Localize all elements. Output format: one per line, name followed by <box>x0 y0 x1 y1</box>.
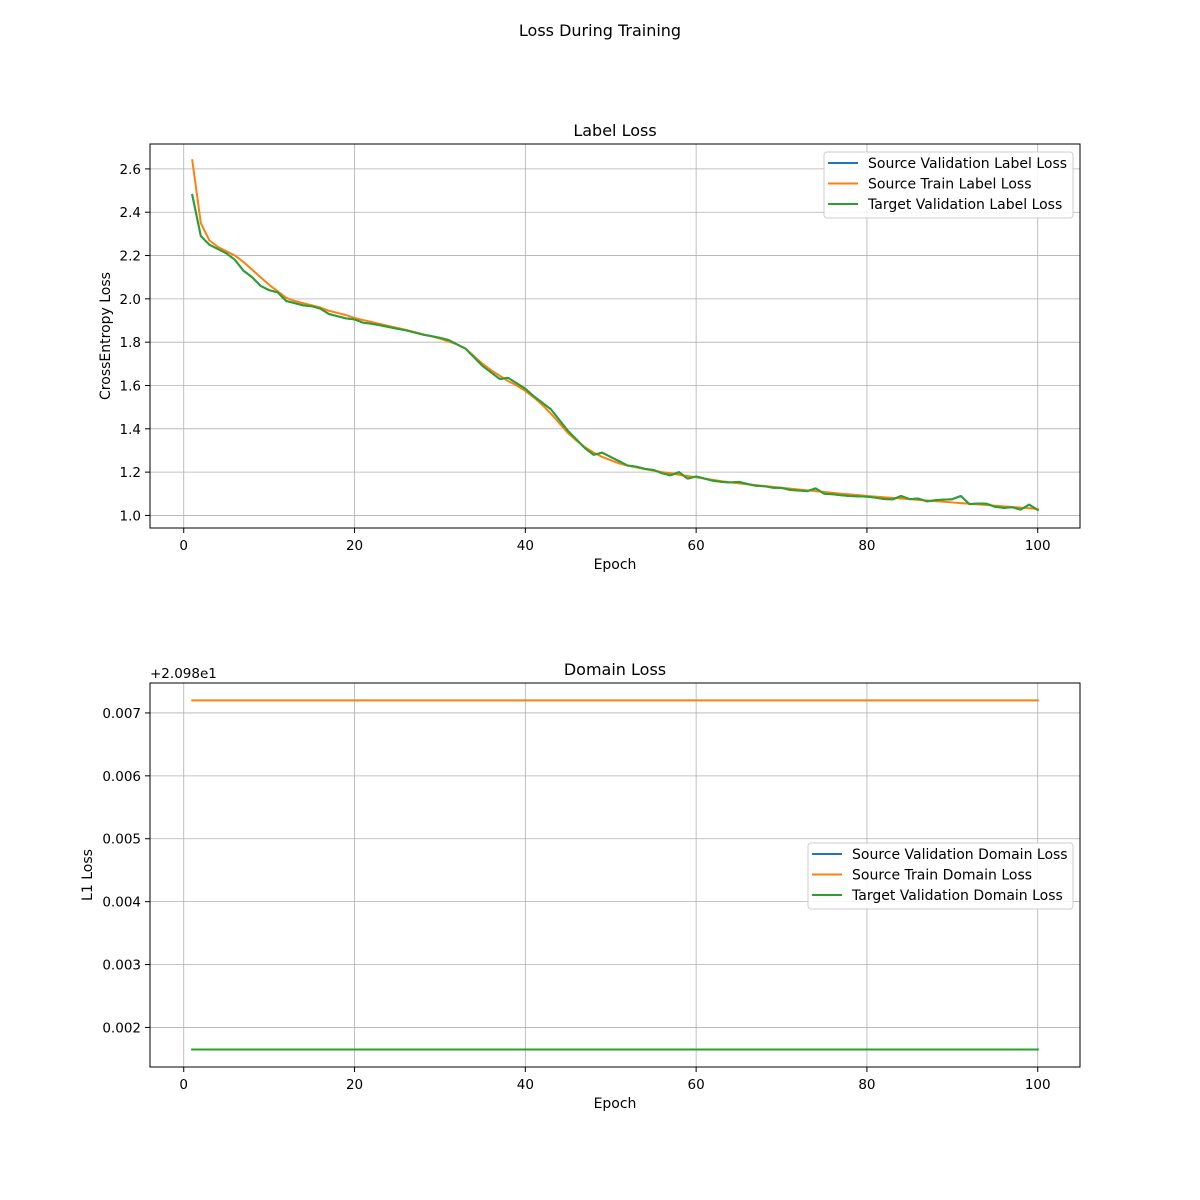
label-loss-xlabel: Epoch <box>594 557 637 573</box>
label-loss-legend-label-1: Source Train Label Loss <box>868 177 1032 193</box>
label-loss-legend-label-2: Target Validation Label Loss <box>867 197 1062 213</box>
figure-suptitle: Loss During Training <box>519 21 681 40</box>
label-loss-ytick-label-1: 1.2 <box>120 465 141 481</box>
domain-loss-xtick-label-1: 20 <box>346 1077 363 1093</box>
label-loss-ytick-label-4: 1.8 <box>120 335 141 351</box>
label-loss-legend-box <box>823 151 1074 219</box>
label-loss-xtick-label-1: 20 <box>346 538 363 554</box>
domain-loss-axes-frame <box>149 682 1081 1068</box>
label-loss-legend-label-0: Source Validation Label Loss <box>868 156 1067 172</box>
domain-loss-xtick-label-4: 80 <box>858 1077 875 1093</box>
label-loss-panel: 0 20 40 60 80 100 1.0 1.2 1.4 1.6 1.8 2.0 2.2 2.4 2.6 L… <box>98 121 1081 573</box>
domain-loss-ytick-label-0: 0.002 <box>102 1020 141 1036</box>
domain-loss-legend-box <box>807 842 1074 910</box>
label-loss-ytick-label-0: 1.0 <box>120 508 141 524</box>
label-loss-ytick-label-3: 1.6 <box>120 378 141 394</box>
label-loss-title: Label Loss <box>573 121 656 140</box>
domain-loss-title: Domain Loss <box>564 660 666 679</box>
domain-loss-ytick-label-1: 0.003 <box>102 958 141 974</box>
domain-loss-xtick-label-2: 40 <box>517 1077 534 1093</box>
label-loss-xtick-label-0: 0 <box>179 538 188 554</box>
domain-loss-xtick-label-5: 100 <box>1025 1077 1051 1093</box>
label-loss-ytick-label-5: 2.0 <box>120 292 141 308</box>
domain-loss-xtick-label-3: 60 <box>688 1077 705 1093</box>
domain-loss-ytick-label-2: 0.004 <box>102 895 141 911</box>
domain-loss-ytick-label-3: 0.005 <box>102 832 141 848</box>
label-loss-ytick-label-6: 2.2 <box>120 249 141 265</box>
domain-loss-xlabel: Epoch <box>594 1096 637 1112</box>
label-loss-ytick-label-8: 2.6 <box>120 162 141 178</box>
domain-loss-ytick-label-5: 0.007 <box>102 706 141 722</box>
label-loss-axes-frame <box>149 143 1081 529</box>
label-loss-xtick-label-2: 40 <box>517 538 534 554</box>
label-loss-xtick-label-5: 100 <box>1025 538 1051 554</box>
label-loss-ylabel: CrossEntropy Loss <box>98 272 114 400</box>
label-loss-ytick-label-2: 1.4 <box>120 422 141 438</box>
label-loss-xtick-label-4: 80 <box>858 538 875 554</box>
domain-loss-xtick-label-0: 0 <box>179 1077 188 1093</box>
domain-loss-legend-label-0: Source Validation Domain Loss <box>852 847 1068 863</box>
label-loss-ytick-label-7: 2.4 <box>120 205 141 221</box>
domain-loss-panel: 0 20 40 60 80 100 0.002 0.003 0.004 0.005 0.006 0.0… <box>80 660 1081 1112</box>
label-loss-xtick-label-3: 60 <box>688 538 705 554</box>
domain-loss-ytick-label-4: 0.006 <box>102 769 141 785</box>
domain-loss-legend-label-2: Target Validation Domain Loss <box>851 888 1063 904</box>
domain-loss-legend-label-1: Source Train Domain Loss <box>852 868 1032 884</box>
domain-loss-ylabel: L1 Loss <box>80 849 96 901</box>
domain-loss-offset-text: +2.098e1 <box>150 666 217 682</box>
label-loss-series-line-2 <box>191 193 1040 512</box>
